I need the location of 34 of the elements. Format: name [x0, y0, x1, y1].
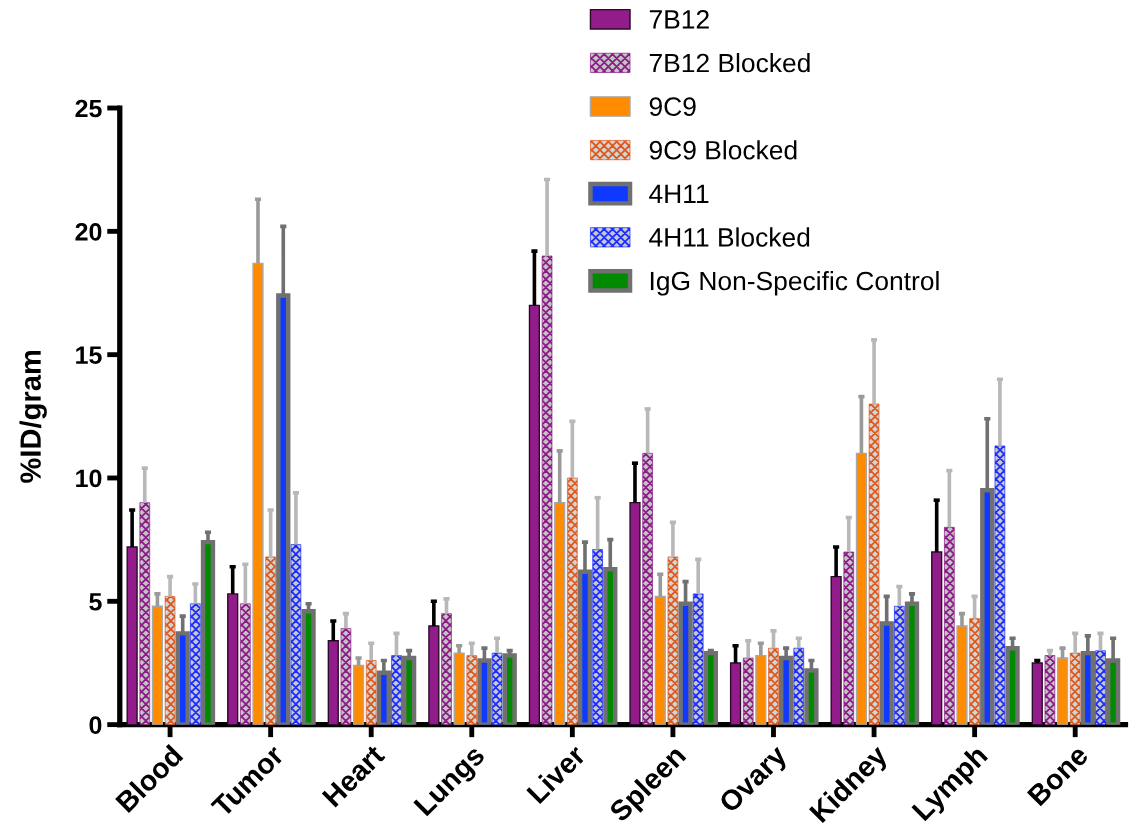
bar [654, 595, 666, 725]
legend-label: 7B12 [649, 10, 709, 29]
bar [554, 501, 566, 725]
bar [352, 664, 365, 725]
y-tick-label: 20 [75, 222, 102, 241]
y-tick-label: 15 [76, 346, 102, 364]
bar [227, 593, 239, 725]
legend-label: IgG Non-Specific Control [650, 270, 939, 296]
bar [994, 445, 1006, 725]
bar [956, 625, 968, 725]
y-tick-label: 10 [76, 469, 102, 488]
y-tick-label: 25 [75, 99, 102, 118]
bar [252, 262, 264, 725]
legend-label: 7B12 Blocked [649, 52, 810, 73]
bar [491, 652, 503, 725]
bar [755, 654, 767, 725]
y-axis-title: %ID/gram [19, 350, 47, 483]
bar [453, 652, 465, 725]
bar [441, 613, 452, 725]
bar [240, 603, 251, 725]
legend-label: 4H11 [649, 184, 709, 203]
bar [1056, 657, 1069, 725]
bar [729, 662, 742, 725]
legend-label: 9C9 Blocked [649, 140, 797, 160]
bar [855, 452, 868, 725]
bar [931, 551, 943, 725]
y-tick-label: 0 [89, 716, 102, 734]
bar [151, 605, 164, 725]
y-tick-label: 5 [89, 593, 102, 611]
legend-label: 9C9 [649, 97, 696, 116]
bar [944, 526, 955, 725]
bar [742, 657, 754, 725]
legend-label: 4H11 Blocked [649, 227, 810, 247]
bar [428, 625, 440, 725]
